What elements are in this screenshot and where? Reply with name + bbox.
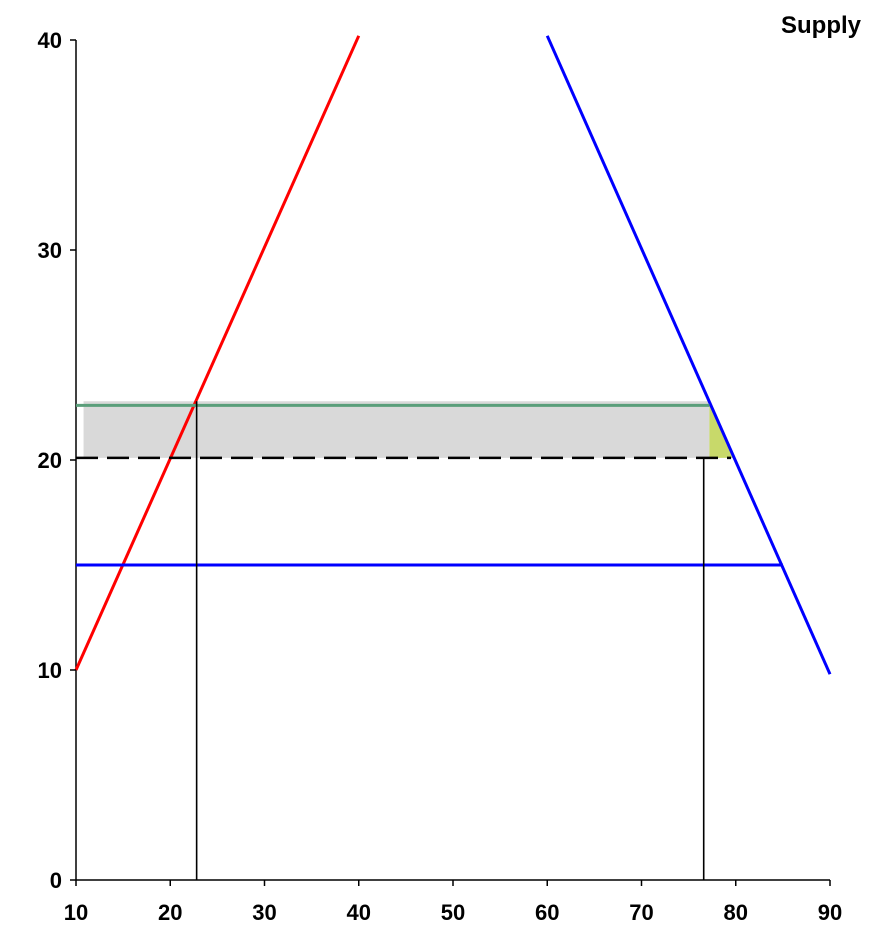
x-tick-label: 60	[535, 900, 559, 925]
shaded-region-1	[83, 401, 710, 458]
x-tick-label: 70	[629, 900, 653, 925]
x-tick-label: 10	[64, 900, 88, 925]
y-tick-label: 20	[38, 448, 62, 473]
x-tick-label: 50	[441, 900, 465, 925]
x-tick-label: 20	[158, 900, 182, 925]
axes	[75, 40, 830, 881]
y-axis-ticks: 0 10 20 30 40	[38, 28, 76, 893]
y-tick-label: 30	[38, 238, 62, 263]
series-lines	[74, 35, 832, 880]
x-tick-label: 90	[818, 900, 842, 925]
x-axis-ticks: 10 20 30 40 50 60 70 80 90	[64, 880, 842, 925]
y-tick-label: 40	[38, 28, 62, 53]
chart-title: Supply	[780, 12, 861, 39]
x-tick-label: 40	[347, 900, 371, 925]
x-tick-label: 30	[252, 900, 276, 925]
shaded-regions	[83, 401, 734, 458]
x-tick-label: 80	[724, 900, 748, 925]
y-tick-label: 0	[50, 868, 62, 893]
series-line-1	[74, 35, 361, 671]
y-tick-label: 10	[38, 658, 62, 683]
series-line-2	[545, 35, 832, 675]
